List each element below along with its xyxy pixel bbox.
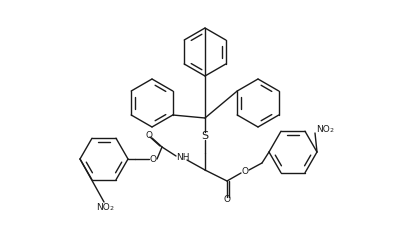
Text: 2: 2 [110, 206, 114, 210]
Text: NH: NH [176, 154, 190, 162]
Text: O: O [223, 194, 230, 203]
Text: O: O [242, 167, 249, 176]
Text: O: O [150, 154, 157, 163]
Text: S: S [202, 131, 209, 141]
Text: O: O [145, 132, 152, 141]
Text: NO: NO [96, 202, 110, 212]
Text: NO: NO [316, 126, 330, 134]
Text: 2: 2 [330, 128, 334, 134]
